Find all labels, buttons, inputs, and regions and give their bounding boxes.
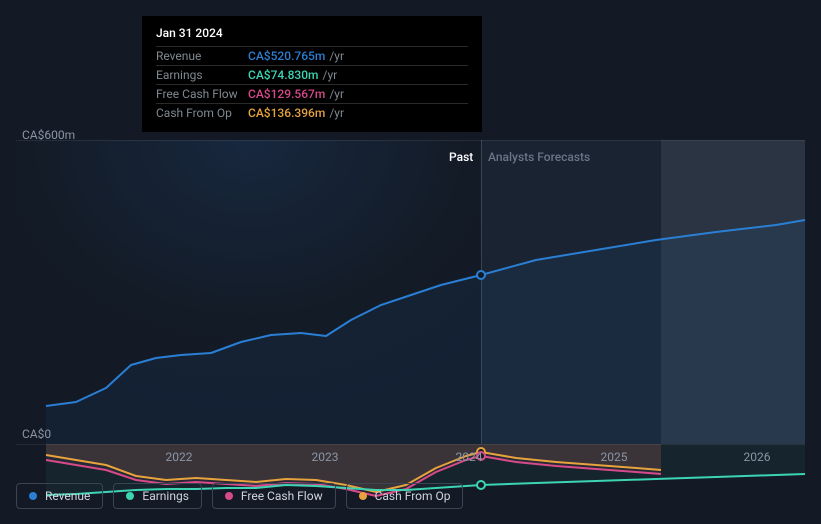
series-area-revenue (46, 220, 805, 444)
legend: Revenue Earnings Free Cash Flow Cash From O… (16, 483, 463, 509)
x-tick: 2025 (601, 450, 628, 464)
tooltip-value: CA$520.765m (248, 49, 325, 63)
tooltip-label: Cash From Op (156, 106, 248, 120)
tooltip-row: RevenueCA$520.765m/yr (156, 46, 468, 65)
tooltip-row: Cash From OpCA$136.396m/yr (156, 103, 468, 122)
legend-dot-icon (225, 492, 233, 500)
tooltip-unit: /yr (329, 87, 344, 101)
marker-earnings[interactable] (477, 481, 485, 489)
tooltip-label: Revenue (156, 49, 248, 63)
tooltip-row: Free Cash FlowCA$129.567m/yr (156, 84, 468, 103)
legend-item-free_cash_flow[interactable]: Free Cash Flow (212, 483, 336, 509)
tooltip-unit: /yr (329, 49, 344, 63)
x-tick: 2023 (312, 450, 339, 464)
tooltip: Jan 31 2024 RevenueCA$520.765m/yrEarning… (142, 16, 482, 132)
legend-dot-icon (126, 492, 134, 500)
legend-label: Free Cash Flow (241, 489, 323, 503)
tooltip-value: CA$74.830m (248, 68, 319, 82)
legend-dot-icon (359, 492, 367, 500)
legend-label: Earnings (142, 489, 189, 503)
x-tick: 2026 (744, 450, 771, 464)
legend-dot-icon (29, 492, 37, 500)
chart-svg[interactable] (16, 140, 805, 444)
marker-revenue[interactable] (477, 271, 485, 279)
region-label-past: Past (449, 150, 473, 164)
legend-label: Cash From Op (375, 489, 451, 503)
tooltip-unit: /yr (329, 106, 344, 120)
tooltip-title: Jan 31 2024 (156, 26, 468, 46)
tooltip-value: CA$136.396m (248, 106, 325, 120)
tooltip-value: CA$129.567m (248, 87, 325, 101)
tooltip-label: Free Cash Flow (156, 87, 248, 101)
legend-label: Revenue (45, 489, 90, 503)
y-axis-label-bottom: CA$0 (22, 427, 51, 441)
tooltip-row: EarningsCA$74.830m/yr (156, 65, 468, 84)
tooltip-label: Earnings (156, 68, 248, 82)
legend-item-earnings[interactable]: Earnings (113, 483, 202, 509)
y-axis-label-top: CA$600m (22, 128, 75, 142)
region-label-forecast: Analysts Forecasts (488, 150, 590, 164)
legend-item-revenue[interactable]: Revenue (16, 483, 103, 509)
x-tick: 2022 (166, 450, 193, 464)
x-tick: 2024 (456, 450, 483, 464)
legend-item-cash_from_op[interactable]: Cash From Op (346, 483, 464, 509)
tooltip-unit: /yr (323, 68, 338, 82)
